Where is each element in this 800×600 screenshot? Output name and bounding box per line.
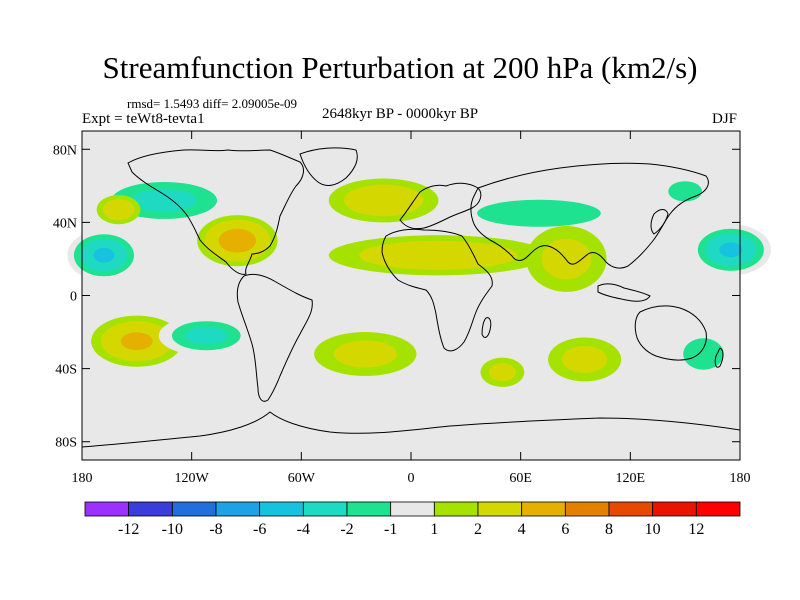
contour-band bbox=[225, 233, 249, 248]
x-tick-label: 60W bbox=[288, 471, 316, 486]
x-tick-label: 180 bbox=[72, 471, 93, 486]
colorbar-swatch bbox=[346, 501, 392, 517]
colorbar-swatch bbox=[652, 501, 697, 517]
greenland-coast bbox=[299, 147, 358, 186]
x-tick-label: 0 bbox=[408, 471, 415, 486]
experiment-label: Expt = teWt8-tevta1 bbox=[82, 111, 205, 127]
europe-coast bbox=[399, 182, 482, 230]
colorbar-label: -1 bbox=[384, 521, 397, 538]
colorbar-swatch bbox=[302, 501, 348, 517]
colorbar-swatch bbox=[695, 501, 741, 517]
contour-band bbox=[359, 190, 408, 211]
colorbar-label: -6 bbox=[253, 521, 266, 538]
y-tick-label: 40S bbox=[55, 363, 77, 378]
asia-coast bbox=[470, 162, 709, 269]
colorbar-label: -12 bbox=[118, 521, 139, 538]
colorbar-swatch bbox=[608, 501, 654, 517]
feature-australia-low bbox=[670, 328, 737, 380]
feature-n-atlantic-high bbox=[328, 178, 439, 223]
colorbar-label: 8 bbox=[605, 521, 613, 538]
x-tick-label: 180 bbox=[730, 471, 751, 486]
feature-africa-arabia-high bbox=[328, 235, 549, 276]
feature-e-pacific-low bbox=[67, 229, 141, 281]
north-america-coast bbox=[127, 149, 304, 275]
colorbar-swatch bbox=[259, 501, 304, 517]
y-tick-label: 0 bbox=[70, 290, 77, 305]
colorbar-label: 2 bbox=[474, 521, 482, 538]
feature-n-pacific-west-blob bbox=[96, 194, 141, 225]
season-label: DJF bbox=[712, 111, 738, 127]
contour-band bbox=[668, 181, 703, 202]
x-tick-label: 120W bbox=[175, 471, 210, 486]
x-axis: 180 120W 60W 0 60E 120E 180 bbox=[72, 131, 751, 486]
feature-sw-indian-high bbox=[480, 357, 525, 387]
colorbar-label: -10 bbox=[162, 521, 183, 538]
feature-eurasia-trough bbox=[438, 191, 640, 236]
contour-band bbox=[389, 246, 488, 265]
y-tick-label: 80S bbox=[55, 436, 77, 451]
feature-indian-ocean-high bbox=[526, 226, 607, 292]
contour-band bbox=[562, 345, 608, 373]
colorbar: -12 -10 -8 -6 -4 -2 -1 1 2 4 6 8 10 12 bbox=[84, 501, 741, 538]
chart-subtitle: rmsd= 1.5493 diff= 2.09005e-09 bbox=[127, 96, 298, 111]
feature-s-pacific-low bbox=[158, 315, 254, 356]
colorbar-label: 4 bbox=[518, 521, 526, 538]
japan-coast bbox=[650, 209, 669, 235]
antarctica-coast bbox=[81, 411, 741, 448]
south-america-coast bbox=[236, 273, 313, 402]
contour-band bbox=[120, 332, 153, 351]
madagascar-coast bbox=[481, 317, 492, 338]
contour-features bbox=[67, 174, 772, 387]
coastlines bbox=[81, 147, 741, 448]
colorbar-swatch bbox=[84, 501, 130, 517]
chart-title: Streamfunction Perturbation at 200 hPa (… bbox=[102, 50, 698, 85]
contour-band bbox=[719, 242, 743, 258]
y-axis: 80N 40N 0 40S 80S bbox=[53, 143, 740, 451]
feature-s-pacific-high bbox=[91, 315, 183, 367]
colorbar-label: -8 bbox=[209, 521, 222, 538]
colorbar-label: -2 bbox=[340, 521, 353, 538]
contour-band bbox=[488, 363, 516, 382]
contour-band bbox=[477, 199, 601, 227]
colorbar-label: 10 bbox=[645, 521, 661, 538]
contour-band bbox=[541, 238, 592, 280]
contour-band bbox=[333, 340, 397, 368]
africa-coast bbox=[381, 228, 493, 352]
new-zealand-coast bbox=[714, 347, 724, 368]
contour-band bbox=[93, 247, 115, 263]
feature-s-atlantic-high bbox=[314, 332, 417, 376]
x-tick-label: 120E bbox=[616, 471, 646, 486]
colorbar-label: 12 bbox=[688, 521, 704, 538]
feature-mexico-gulf-high bbox=[197, 215, 278, 267]
colorbar-swatch bbox=[433, 501, 479, 517]
indonesia-coast bbox=[597, 283, 651, 302]
y-tick-label: 80N bbox=[53, 143, 77, 158]
colorbar-swatch bbox=[128, 501, 173, 517]
period-label: 2648kyr BP - 0000kyr BP bbox=[322, 106, 479, 122]
colorbar-swatch bbox=[171, 501, 217, 517]
colorbar-label: -4 bbox=[297, 521, 310, 538]
feature-w-pacific-low bbox=[690, 224, 772, 276]
contour-band bbox=[131, 189, 197, 212]
colorbar-swatch bbox=[390, 501, 435, 517]
contour-band bbox=[185, 326, 228, 345]
plot-area: 180 120W 60W 0 60E 120E 180 80N 40N 0 40S 80S bbox=[53, 130, 772, 486]
colorbar-label: 1 bbox=[430, 521, 438, 538]
colorbar-swatch bbox=[477, 501, 523, 517]
colorbar-swatch bbox=[521, 501, 566, 517]
colorbar-label: 6 bbox=[561, 521, 569, 538]
contour-band bbox=[108, 203, 129, 217]
feature-s-indian-high bbox=[548, 337, 622, 382]
x-tick-label: 60E bbox=[509, 471, 532, 486]
y-tick-label: 40N bbox=[53, 216, 77, 231]
contour-band bbox=[683, 338, 724, 370]
colorbar-swatch bbox=[564, 501, 610, 517]
colorbar-swatch bbox=[215, 501, 261, 517]
australia-coast bbox=[634, 305, 707, 361]
